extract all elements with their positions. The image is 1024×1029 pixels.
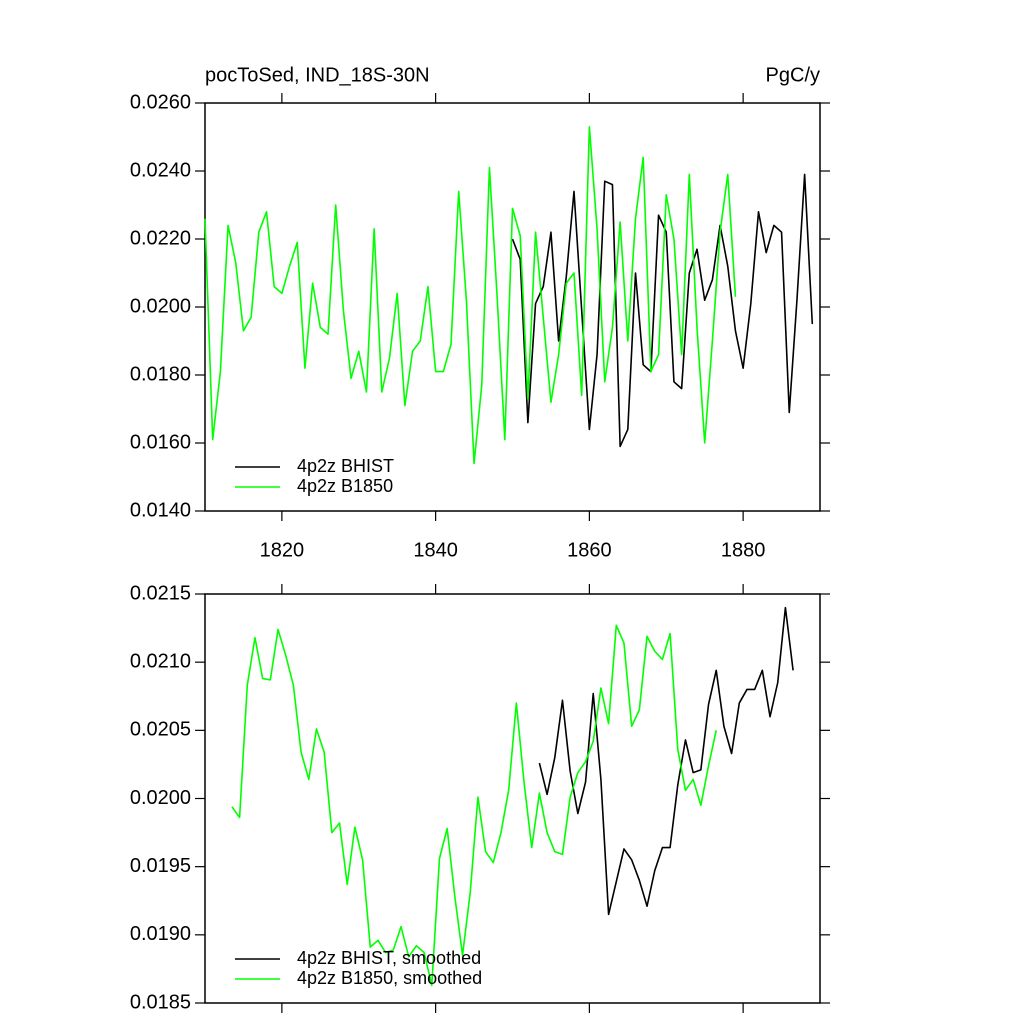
y-tick-label: 0.0180 [130,363,191,385]
legend-label: 4p2z B1850 [297,476,393,496]
series-line [231,624,718,987]
y-tick-label: 0.0140 [130,499,191,521]
y-tick-label: 0.0190 [130,923,191,945]
series-line [538,606,794,916]
y-tick-label: 0.0205 [130,719,191,741]
x-tick-label: 1820 [260,539,305,561]
plot-frame [204,593,821,1004]
y-tick-label: 0.0210 [130,650,191,672]
x-tick-label: 1880 [721,539,766,561]
x-tick-label: 1860 [567,539,612,561]
series-line [511,173,814,448]
y-tick-label: 0.0185 [130,991,191,1013]
y-tick-label: 0.0200 [130,787,191,809]
plot-frame [204,102,821,512]
legend-label: 4p2z BHIST, smoothed [297,948,481,968]
y-tick-label: 0.0200 [130,295,191,317]
legend-label: 4p2z B1850, smoothed [297,968,482,988]
y-tick-label: 0.0260 [130,91,191,113]
legend-label: 4p2z BHIST [297,456,394,476]
y-tick-label: 0.0195 [130,855,191,877]
series-line [204,126,737,465]
y-tick-label: 0.0215 [130,582,191,604]
units-label: PgC/y [766,64,820,86]
x-tick-label: 1840 [413,539,458,561]
y-tick-label: 0.0240 [130,159,191,181]
chart-title: pocToSed, IND_18S-30N [205,64,430,86]
y-tick-label: 0.0160 [130,431,191,453]
y-tick-label: 0.0220 [130,227,191,249]
